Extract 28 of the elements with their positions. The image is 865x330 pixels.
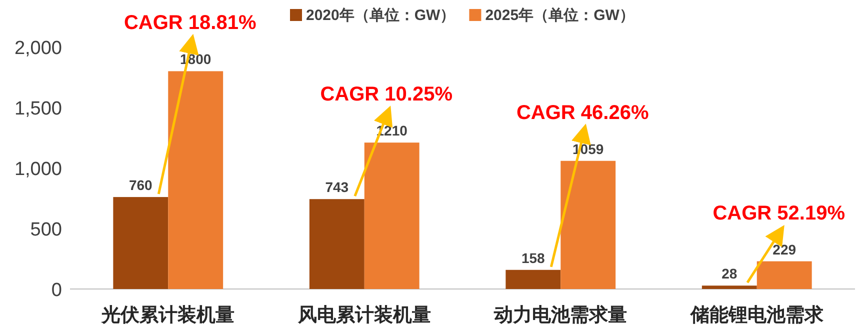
data-label: 760 bbox=[128, 177, 153, 194]
annotation: CAGR 52.19% bbox=[712, 202, 846, 224]
data-label: 158 bbox=[521, 250, 546, 266]
bar bbox=[113, 197, 168, 289]
y-tick-label: 1,500 bbox=[14, 98, 62, 120]
data-label: 229 bbox=[772, 241, 796, 258]
x-tick-label: 储能锂电池需求 bbox=[689, 304, 824, 326]
data-label: 743 bbox=[325, 179, 349, 196]
data-label: 28 bbox=[722, 266, 738, 282]
bar bbox=[309, 199, 364, 289]
y-tick-label: 2,000 bbox=[14, 38, 62, 59]
y-tick-label: 1,000 bbox=[14, 159, 62, 180]
annotation: CAGR 10.25% bbox=[320, 84, 453, 106]
y-tick-label: 0 bbox=[51, 280, 62, 301]
x-tick-label: 动力电池需求量 bbox=[493, 304, 628, 326]
bar bbox=[168, 71, 224, 289]
bar bbox=[756, 261, 812, 289]
bar bbox=[560, 160, 616, 289]
annotation: CAGR 18.81% bbox=[124, 12, 256, 34]
legend-label: 2020年（单位：GW） bbox=[306, 7, 456, 24]
x-tick-label: 风电累计装机量 bbox=[296, 304, 431, 326]
annotation: CAGR 46.26% bbox=[516, 102, 649, 124]
legend-label: 2025年（单位：GW） bbox=[485, 7, 634, 24]
y-tick-label: 500 bbox=[30, 220, 62, 240]
bar bbox=[364, 142, 420, 289]
x-tick-label: 光伏累计装机量 bbox=[100, 304, 235, 326]
bar bbox=[506, 270, 561, 289]
bar bbox=[702, 286, 757, 289]
